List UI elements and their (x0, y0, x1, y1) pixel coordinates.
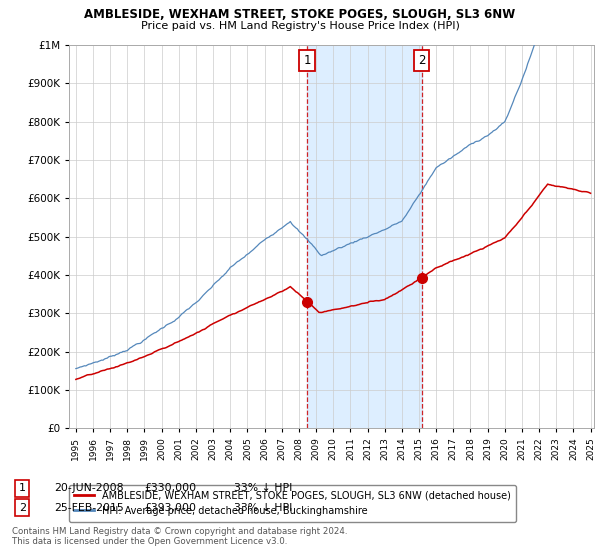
Text: 25-FEB-2015: 25-FEB-2015 (54, 503, 124, 513)
Text: 1: 1 (19, 483, 26, 493)
Text: 2: 2 (418, 54, 425, 67)
Text: 1: 1 (303, 54, 311, 67)
Bar (307, 45, 422, 428)
Text: £393,000: £393,000 (144, 503, 196, 513)
Text: Contains HM Land Registry data © Crown copyright and database right 2024.
This d: Contains HM Land Registry data © Crown c… (12, 526, 347, 546)
Text: 33% ↓ HPI: 33% ↓ HPI (234, 503, 292, 513)
Text: AMBLESIDE, WEXHAM STREET, STOKE POGES, SLOUGH, SL3 6NW: AMBLESIDE, WEXHAM STREET, STOKE POGES, S… (85, 8, 515, 21)
Text: 20-JUN-2008: 20-JUN-2008 (54, 483, 124, 493)
Text: 2: 2 (19, 503, 26, 513)
Text: £330,000: £330,000 (144, 483, 196, 493)
Legend: AMBLESIDE, WEXHAM STREET, STOKE POGES, SLOUGH, SL3 6NW (detached house), HPI: Av: AMBLESIDE, WEXHAM STREET, STOKE POGES, S… (68, 485, 517, 521)
Text: 33% ↓ HPI: 33% ↓ HPI (234, 483, 292, 493)
Text: Price paid vs. HM Land Registry's House Price Index (HPI): Price paid vs. HM Land Registry's House … (140, 21, 460, 31)
